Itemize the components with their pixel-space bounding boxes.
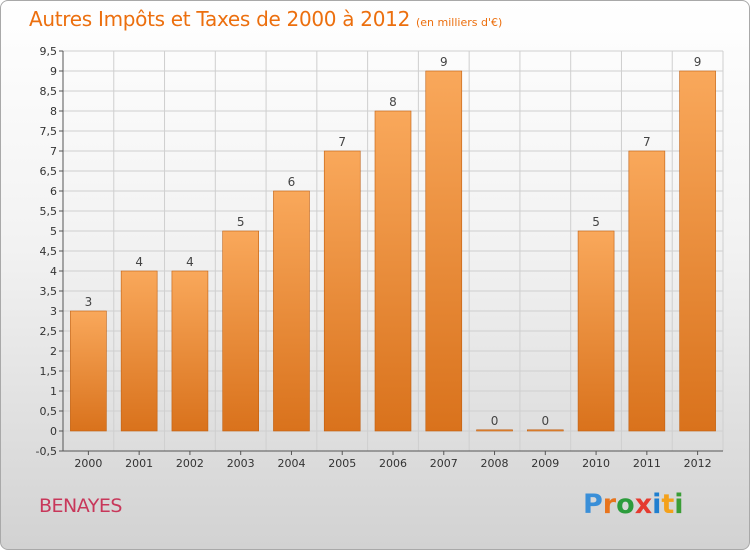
- y-tick-label: 3,5: [40, 285, 58, 298]
- bar-2000[interactable]: [70, 310, 107, 432]
- bar-2003[interactable]: [222, 230, 259, 432]
- x-tick-label-2004: 2004: [277, 457, 305, 470]
- y-tick-label: 0: [50, 425, 57, 438]
- value-label-2011: 7: [643, 135, 651, 149]
- y-tick-label: 5: [50, 225, 57, 238]
- x-tick-label-2003: 2003: [227, 457, 255, 470]
- bar-2010[interactable]: [577, 230, 615, 432]
- chart-subtitle: (en milliers d'€): [416, 16, 503, 29]
- logo-letter: o: [616, 489, 635, 520]
- x-tick-label-2002: 2002: [176, 457, 204, 470]
- y-tick-label: 6: [50, 185, 57, 198]
- bar-2007[interactable]: [425, 70, 463, 432]
- value-label-2007: 9: [440, 55, 448, 69]
- y-tick-label: 5,5: [40, 205, 58, 218]
- value-label-2003: 5: [237, 215, 245, 229]
- y-tick-label: 9,5: [40, 45, 58, 58]
- y-tick-label: 4: [50, 265, 57, 278]
- logo-letter: r: [602, 489, 617, 520]
- bar-2005[interactable]: [323, 150, 361, 432]
- value-label-2006: 8: [389, 95, 397, 109]
- y-tick-label: 8: [50, 105, 57, 118]
- x-tick-label-2008: 2008: [481, 457, 509, 470]
- x-tick-label-2009: 2009: [531, 457, 559, 470]
- x-tick-label-2000: 2000: [74, 457, 102, 470]
- value-label-2010: 5: [592, 215, 600, 229]
- x-tick-label-2006: 2006: [379, 457, 407, 470]
- x-tick-label-2005: 2005: [328, 457, 356, 470]
- value-label-2009: 0: [541, 414, 549, 428]
- x-tick-label-2012: 2012: [684, 457, 712, 470]
- bar-2012[interactable]: [679, 70, 716, 432]
- value-label-2012: 9: [694, 55, 702, 69]
- y-tick-label: -0,5: [36, 445, 57, 458]
- logo-letter: t: [661, 489, 675, 520]
- chart-title: Autres Impôts et Taxes de 2000 à 2012 (en…: [29, 7, 502, 31]
- y-tick-label: 2,5: [40, 325, 58, 338]
- bar-2009[interactable]: [527, 429, 564, 432]
- value-label-2008: 0: [491, 414, 499, 428]
- commune-name: BENAYES: [39, 495, 122, 517]
- chart-title-text: Autres Impôts et Taxes de 2000 à 2012: [29, 7, 410, 31]
- bar-2002[interactable]: [171, 270, 209, 432]
- y-tick-label: 0,5: [40, 405, 58, 418]
- logo-letter: P: [583, 489, 603, 520]
- y-tick-label: 1,5: [40, 365, 58, 378]
- proxiti-logo[interactable]: Proxiti: [583, 489, 684, 520]
- x-tick-label-2010: 2010: [582, 457, 610, 470]
- value-label-2001: 4: [135, 255, 143, 269]
- y-tick-label: 7: [50, 145, 57, 158]
- y-tick-label: 1: [50, 385, 57, 398]
- logo-letter: i: [674, 489, 684, 520]
- y-tick-label: 7,5: [40, 125, 58, 138]
- bar-2004[interactable]: [273, 190, 310, 432]
- value-label-2000: 3: [85, 295, 93, 309]
- bar-2006[interactable]: [374, 110, 412, 432]
- y-tick-label: 6,5: [40, 165, 58, 178]
- y-tick-label: 8,5: [40, 85, 58, 98]
- axes: -0,5 0 0,5 1 1,5 2 2,5 3 3,5 4 4,5 5 5,5 6 6,5 7 7,5 8 8,5…: [36, 45, 723, 470]
- logo-letter: i: [652, 489, 662, 520]
- bar-2008[interactable]: [476, 429, 513, 432]
- value-label-2005: 7: [338, 135, 346, 149]
- x-tick-label-2001: 2001: [125, 457, 153, 470]
- y-tick-label: 3: [50, 305, 57, 318]
- value-labels: 3 4 4 5 6 7 8 9 0 0 5 7 9: [85, 55, 702, 428]
- value-label-2004: 6: [288, 175, 296, 189]
- x-tick-label-2011: 2011: [633, 457, 661, 470]
- y-tick-label: 2: [50, 345, 57, 358]
- y-tick-label: 4,5: [40, 245, 58, 258]
- bar-2011[interactable]: [628, 150, 666, 432]
- y-tick-label: 9: [50, 65, 57, 78]
- x-tick-label-2007: 2007: [430, 457, 458, 470]
- bars: [70, 70, 716, 432]
- logo-letter: x: [634, 489, 653, 520]
- value-label-2002: 4: [186, 255, 194, 269]
- bar-2001[interactable]: [120, 270, 158, 432]
